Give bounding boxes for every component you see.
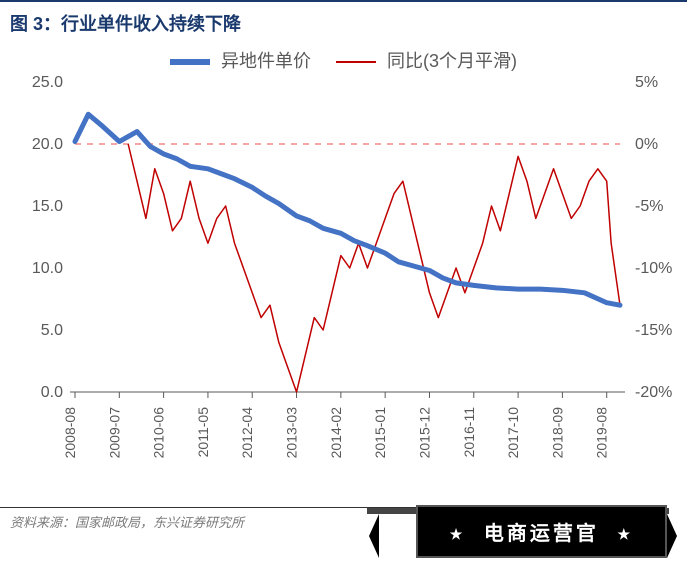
svg-text:2011-05: 2011-05 (195, 407, 211, 458)
svg-text:20.0: 20.0 (32, 136, 63, 153)
legend: 异地件单价 同比(3个月平滑) (0, 47, 687, 73)
svg-text:5%: 5% (635, 74, 658, 91)
svg-text:2016-11: 2016-11 (461, 407, 477, 458)
legend-label-price: 异地件单价 (221, 51, 311, 71)
svg-text:25.0: 25.0 (32, 74, 63, 91)
badge-tail-right (667, 514, 677, 558)
svg-text:-20%: -20% (635, 384, 672, 401)
star-icon: ★ (617, 526, 633, 542)
svg-text:0.0: 0.0 (41, 384, 63, 401)
svg-text:2009-07: 2009-07 (106, 407, 122, 459)
svg-text:2012-04: 2012-04 (239, 407, 255, 459)
svg-text:2014-02: 2014-02 (328, 407, 344, 459)
svg-text:2018-09: 2018-09 (549, 407, 565, 459)
legend-item-yoy: 同比(3个月平滑) (336, 47, 517, 73)
svg-text:-15%: -15% (635, 322, 672, 339)
svg-text:2013-03: 2013-03 (284, 407, 300, 459)
svg-text:2015-01: 2015-01 (372, 407, 388, 459)
chart-area: 异地件单价 同比(3个月平滑) 0.0 5.0 10.0 15.0 20.0 25.0 -2… (0, 47, 687, 507)
figure-title-bar: 图 3：行业单件收入持续下降 (0, 0, 687, 42)
svg-text:2017-10: 2017-10 (505, 407, 521, 459)
svg-text:5.0: 5.0 (41, 322, 63, 339)
star-icon: ★ (450, 526, 466, 542)
watermark-badge: ★ 电商运营官 ★ (416, 505, 667, 558)
svg-text:-10%: -10% (635, 260, 672, 277)
svg-text:2019-08: 2019-08 (594, 407, 610, 459)
chart-svg: 0.0 5.0 10.0 15.0 20.0 25.0 -20% -15% -10% -5% 0% 5… (0, 47, 687, 507)
legend-swatch-price (170, 59, 210, 65)
svg-text:2010-06: 2010-06 (151, 407, 167, 459)
figure-container: 图 3：行业单件收入持续下降 异地件单价 同比(3个月平滑) 0.0 5.0 10.… (0, 0, 687, 580)
source-text: 资料来源：国家邮政局，东兴证券研究所 (10, 515, 244, 530)
svg-text:0%: 0% (635, 136, 658, 153)
legend-item-price: 异地件单价 (170, 47, 311, 73)
figure-title: 图 3：行业单件收入持续下降 (10, 14, 241, 34)
legend-label-yoy: 同比(3个月平滑) (387, 51, 517, 71)
svg-text:-5%: -5% (635, 198, 663, 215)
svg-text:15.0: 15.0 (32, 198, 63, 215)
legend-swatch-yoy (336, 61, 376, 63)
svg-text:2008-08: 2008-08 (62, 407, 78, 459)
svg-text:2015-12: 2015-12 (416, 407, 432, 459)
badge-text: 电商运营官 (484, 523, 599, 545)
svg-text:10.0: 10.0 (32, 260, 63, 277)
badge-tail-left (369, 514, 379, 558)
